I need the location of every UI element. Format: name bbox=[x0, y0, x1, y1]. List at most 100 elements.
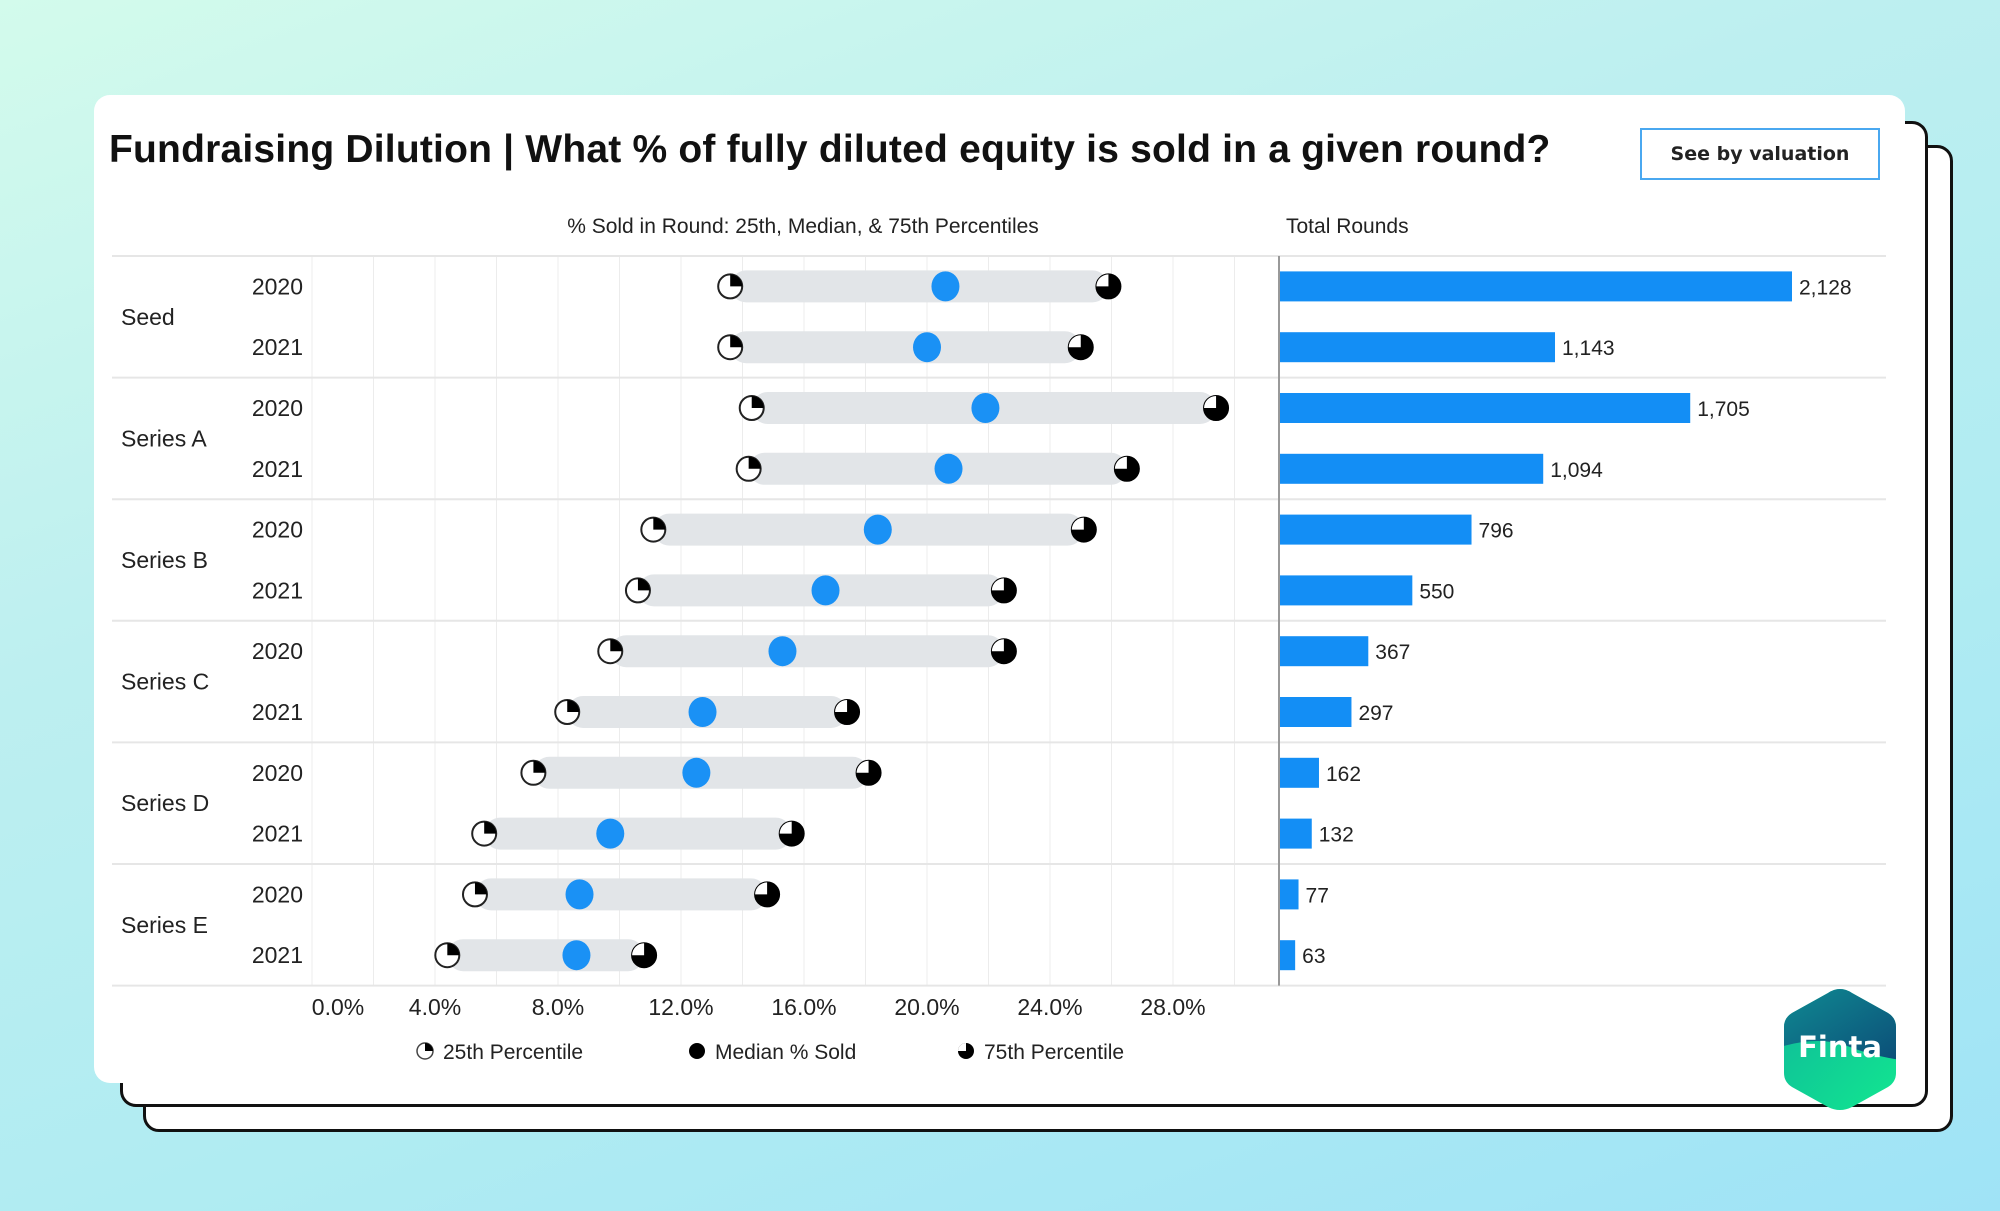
median-marker bbox=[971, 393, 1000, 423]
year-label: 2020 bbox=[252, 273, 303, 299]
total-rounds-bar bbox=[1280, 514, 1472, 545]
year-label: 2020 bbox=[252, 760, 303, 786]
bar-value-label: 162 bbox=[1326, 763, 1361, 786]
bar-value-label: 796 bbox=[1479, 520, 1514, 543]
legend-label: Median % Sold bbox=[715, 1041, 856, 1064]
dot-chart-title: % Sold in Round: 25th, Median, & 75th Pe… bbox=[567, 215, 1039, 238]
year-label: 2021 bbox=[252, 577, 303, 603]
p75-marker bbox=[1113, 455, 1140, 482]
median-marker bbox=[863, 514, 892, 545]
range-band bbox=[730, 270, 1109, 303]
legend-p75-icon-quarter bbox=[958, 1043, 966, 1051]
p75-marker bbox=[1067, 334, 1094, 361]
p75-marker bbox=[1203, 395, 1230, 421]
year-label: 2020 bbox=[252, 638, 303, 664]
marker-quarter bbox=[653, 517, 666, 530]
x-tick-label: 24.0% bbox=[1017, 994, 1082, 1020]
bar-value-label: 132 bbox=[1319, 824, 1354, 847]
year-label: 2020 bbox=[252, 881, 303, 907]
marker-quarter bbox=[637, 578, 650, 591]
bar-value-label: 63 bbox=[1302, 945, 1325, 968]
x-tick-label: 12.0% bbox=[648, 994, 713, 1020]
marker-quarter bbox=[730, 274, 743, 287]
p25-marker bbox=[735, 455, 762, 482]
median-marker bbox=[682, 757, 711, 788]
total-rounds-bar bbox=[1280, 271, 1792, 302]
median-marker bbox=[768, 636, 797, 667]
bar-value-label: 1,094 bbox=[1550, 459, 1603, 482]
marker-quarter bbox=[533, 760, 546, 773]
p25-marker bbox=[471, 820, 498, 847]
marker-quarter bbox=[1114, 456, 1127, 469]
marker-quarter bbox=[755, 882, 768, 895]
finta-logo-text: Finta bbox=[1798, 1030, 1882, 1064]
p75-marker bbox=[990, 638, 1017, 665]
range-band bbox=[447, 939, 645, 972]
bar-value-label: 1,705 bbox=[1697, 398, 1750, 421]
total-rounds-bar bbox=[1280, 453, 1544, 484]
p25-marker bbox=[738, 395, 765, 421]
total-rounds-bar bbox=[1280, 575, 1413, 606]
median-marker bbox=[596, 818, 625, 849]
total-rounds-bar bbox=[1280, 818, 1312, 849]
round-label: Seed bbox=[121, 304, 175, 330]
total-rounds-bar bbox=[1280, 940, 1296, 971]
total-rounds-bar bbox=[1280, 697, 1352, 727]
p75-marker bbox=[631, 942, 658, 969]
legend-label: 75th Percentile bbox=[984, 1041, 1124, 1064]
median-marker bbox=[913, 332, 941, 363]
range-band bbox=[484, 817, 792, 850]
p75-marker bbox=[855, 759, 882, 786]
marker-quarter bbox=[748, 456, 761, 469]
round-label: Series E bbox=[121, 912, 208, 938]
p25-marker bbox=[520, 759, 547, 786]
p75-marker bbox=[990, 577, 1017, 604]
year-label: 2021 bbox=[252, 942, 303, 968]
total-rounds-bar bbox=[1280, 332, 1556, 363]
median-marker bbox=[688, 697, 717, 727]
median-marker bbox=[565, 879, 594, 910]
marker-quarter bbox=[856, 760, 869, 773]
see-by-valuation-button[interactable]: See by valuation bbox=[1640, 128, 1880, 180]
year-label: 2021 bbox=[252, 821, 303, 847]
x-tick-label: 16.0% bbox=[771, 994, 836, 1020]
bar-value-label: 297 bbox=[1358, 702, 1393, 725]
marker-quarter bbox=[1068, 335, 1081, 348]
p25-marker bbox=[717, 334, 744, 361]
bar-value-label: 2,128 bbox=[1799, 276, 1852, 299]
marker-quarter bbox=[610, 639, 623, 652]
year-label: 2021 bbox=[252, 334, 303, 360]
marker-quarter bbox=[484, 821, 497, 834]
legend-label: 25th Percentile bbox=[443, 1041, 583, 1064]
marker-quarter bbox=[991, 639, 1004, 652]
p75-marker bbox=[754, 881, 781, 908]
round-label: Series B bbox=[121, 547, 208, 573]
median-marker bbox=[931, 271, 960, 302]
p75-marker bbox=[1070, 516, 1097, 543]
x-tick-label: 8.0% bbox=[532, 994, 584, 1020]
bar-value-label: 550 bbox=[1419, 580, 1454, 603]
p75-marker bbox=[778, 820, 805, 847]
p75-marker bbox=[834, 699, 861, 725]
marker-quarter bbox=[991, 578, 1004, 591]
bar-value-label: 77 bbox=[1306, 884, 1329, 907]
year-label: 2020 bbox=[252, 395, 303, 421]
marker-quarter bbox=[632, 943, 645, 956]
marker-quarter bbox=[751, 396, 764, 408]
total-rounds-bar bbox=[1280, 757, 1319, 788]
legend-median-icon bbox=[689, 1043, 705, 1059]
p25-marker bbox=[597, 638, 624, 665]
range-band bbox=[474, 878, 768, 911]
marker-quarter bbox=[1204, 396, 1217, 408]
total-rounds-bar bbox=[1280, 879, 1299, 910]
x-tick-label: 4.0% bbox=[409, 994, 461, 1020]
p25-marker bbox=[717, 273, 744, 300]
median-marker bbox=[811, 575, 840, 606]
round-label: Series C bbox=[121, 669, 209, 695]
marker-quarter bbox=[730, 335, 743, 348]
page-title: Fundraising Dilution | What % of fully d… bbox=[109, 128, 1551, 171]
x-tick-label: 0.0% bbox=[312, 994, 364, 1020]
p25-marker bbox=[434, 942, 461, 969]
median-marker bbox=[934, 453, 963, 484]
